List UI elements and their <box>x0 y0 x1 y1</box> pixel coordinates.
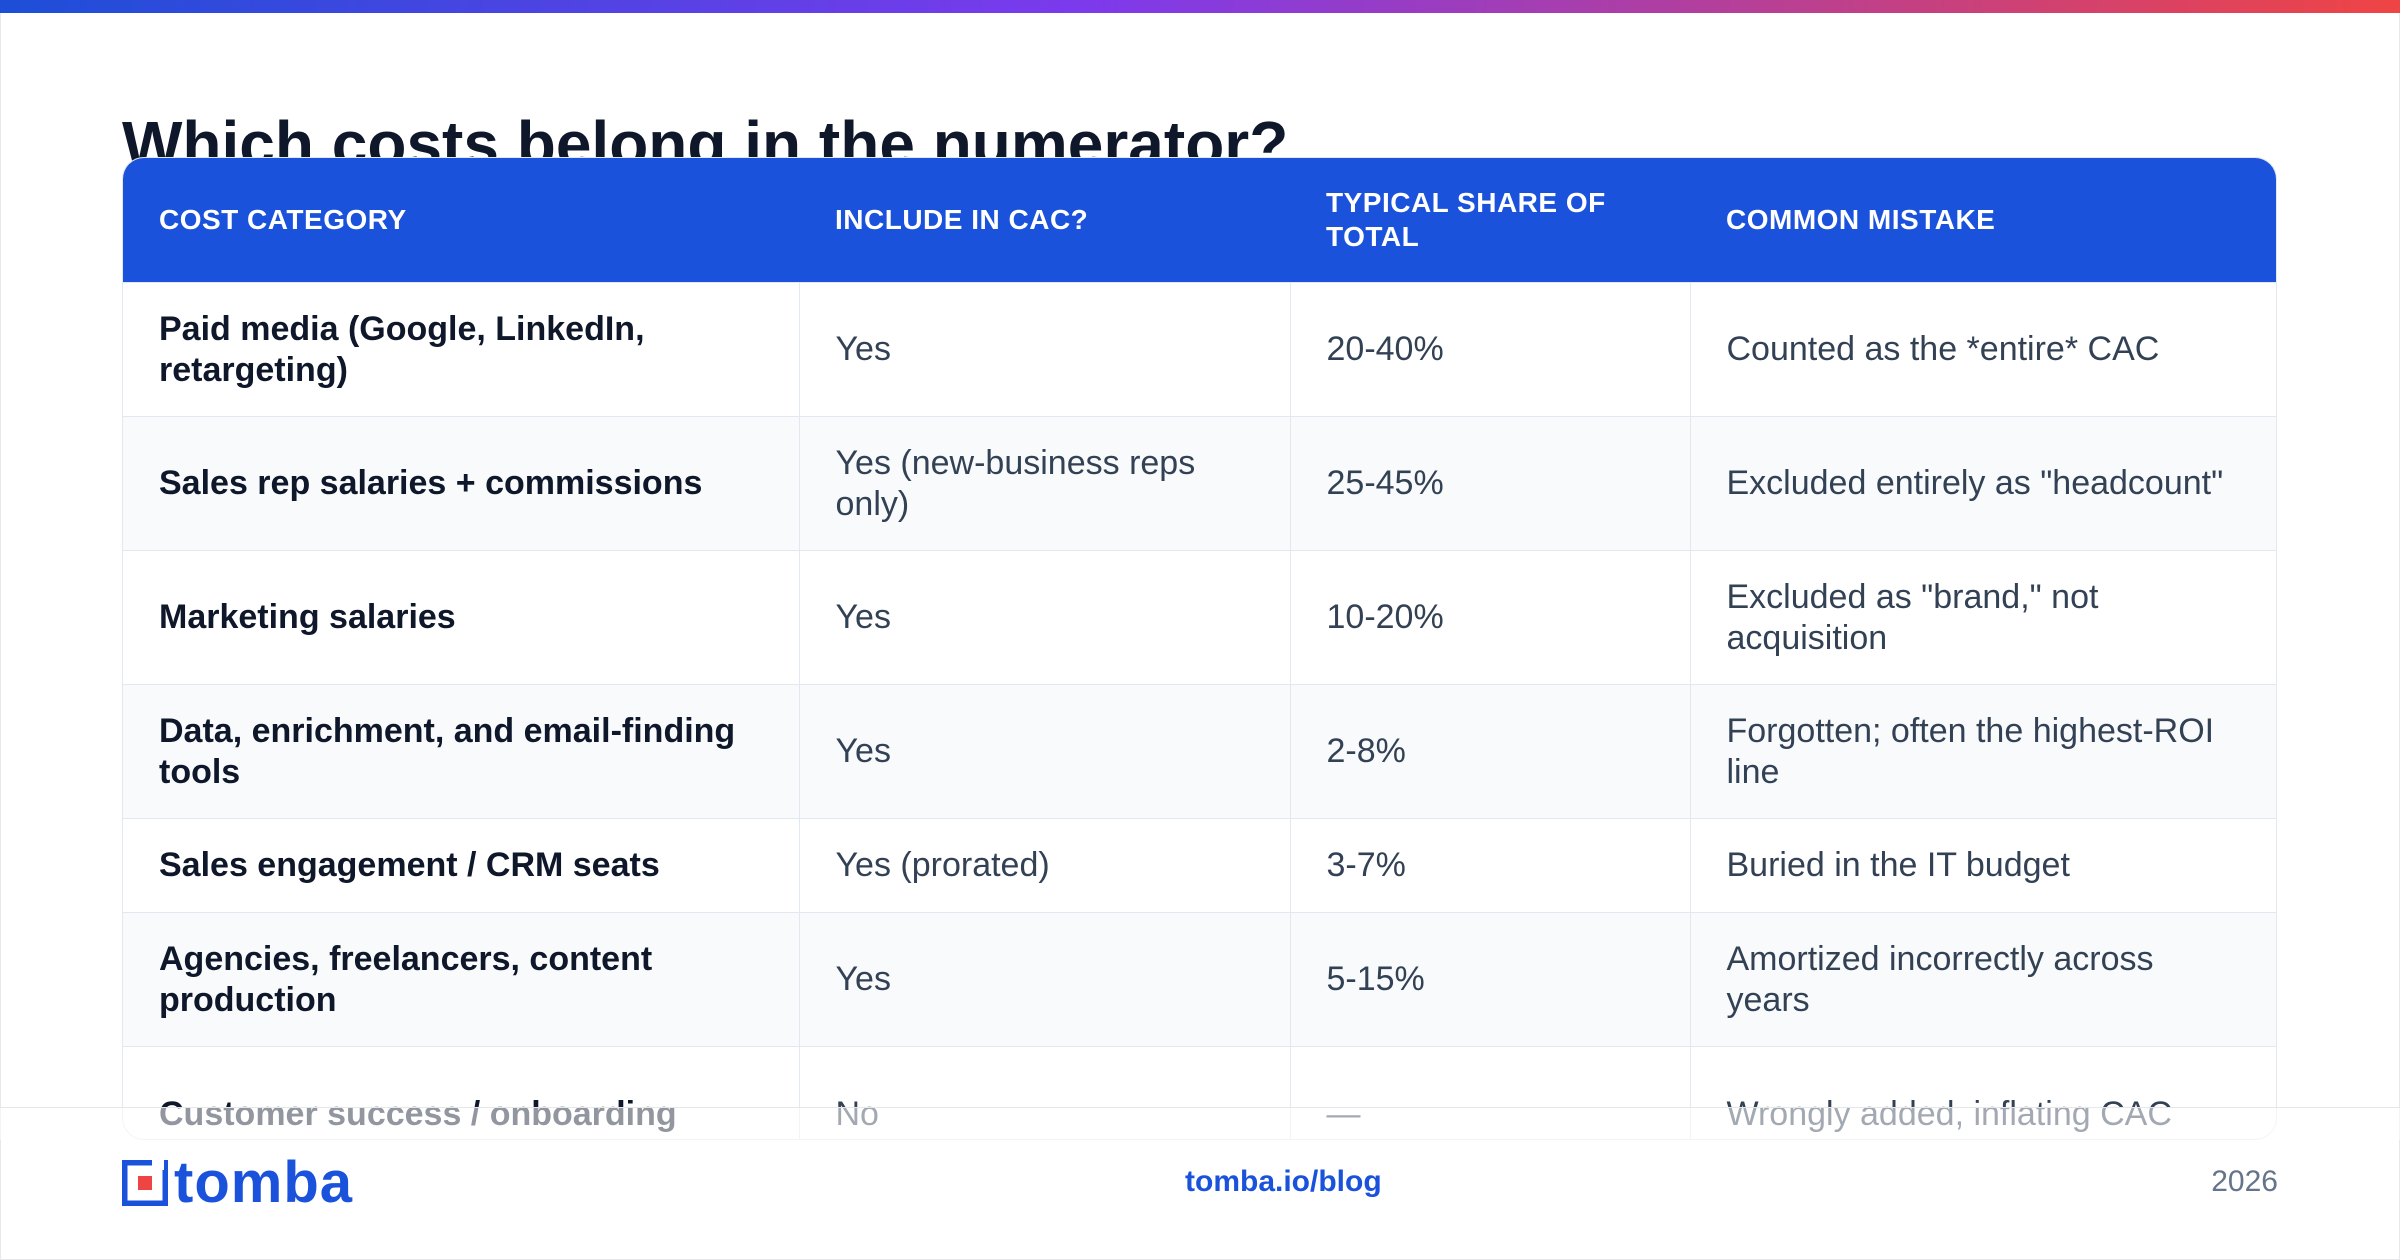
column-header-typical-share: TYPICAL SHARE OF TOTAL <box>1290 158 1690 283</box>
share-cell: 20-40% <box>1289 282 1690 417</box>
table-row: Marketing salaries Yes 10-20% Excluded a… <box>123 550 2276 685</box>
include-cell: Yes <box>798 282 1290 417</box>
cost-category-cell: Sales rep salaries + commissions <box>123 416 799 551</box>
table-row: Data, enrichment, and email-finding tool… <box>123 684 2276 819</box>
tomba-logo[interactable]: tomba <box>122 1150 353 1215</box>
cost-category-cell: Marketing salaries <box>123 550 799 685</box>
footer-year: 2026 <box>2211 1165 2278 1198</box>
mistake-cell: Amortized incorrectly across years <box>1689 912 2276 1047</box>
mistake-cell: Excluded as "brand," not acquisition <box>1689 550 2276 685</box>
mistake-cell: Buried in the IT budget <box>1689 818 2276 913</box>
table-row: Paid media (Google, LinkedIn, retargetin… <box>123 282 2276 417</box>
logo-wordmark: tomba <box>174 1150 353 1215</box>
table: COST CATEGORY INCLUDE IN CAC? TYPICAL SH… <box>123 158 2276 1139</box>
include-cell: Yes <box>798 912 1290 1047</box>
footer-divider <box>0 1107 2400 1108</box>
column-header-cost-category: COST CATEGORY <box>123 158 799 283</box>
accent-bar <box>0 0 2400 13</box>
mistake-cell: Excluded entirely as "headcount" <box>1689 416 2276 551</box>
cost-category-cell: Agencies, freelancers, content productio… <box>123 912 799 1047</box>
share-cell: 5-15% <box>1289 912 1690 1047</box>
column-header-common-mistake: COMMON MISTAKE <box>1690 158 2276 283</box>
share-cell: 2-8% <box>1289 684 1690 819</box>
include-cell: Yes (new-business reps only) <box>798 416 1290 551</box>
mistake-cell: Counted as the *entire* CAC <box>1689 282 2276 417</box>
share-cell: 25-45% <box>1289 416 1690 551</box>
cost-category-cell: Data, enrichment, and email-finding tool… <box>123 684 799 819</box>
table-row: Sales engagement / CRM seats Yes (prorat… <box>123 818 2276 913</box>
include-cell: Yes (prorated) <box>798 818 1290 913</box>
mistake-cell: Forgotten; often the highest-ROI line <box>1689 684 2276 819</box>
table-row: Sales rep salaries + commissions Yes (ne… <box>123 416 2276 551</box>
table-header-row: COST CATEGORY INCLUDE IN CAC? TYPICAL SH… <box>123 158 2276 283</box>
share-cell: 10-20% <box>1289 550 1690 685</box>
tomba-logo-icon <box>122 1160 168 1206</box>
share-cell: 3-7% <box>1289 818 1690 913</box>
include-cell: Yes <box>798 550 1290 685</box>
blog-link[interactable]: tomba.io/blog <box>1185 1165 1382 1198</box>
cac-cost-table: COST CATEGORY INCLUDE IN CAC? TYPICAL SH… <box>122 157 2277 1140</box>
column-header-include-in-cac: INCLUDE IN CAC? <box>799 158 1290 283</box>
include-cell: Yes <box>798 684 1290 819</box>
cost-category-cell: Sales engagement / CRM seats <box>123 818 799 913</box>
cost-category-cell: Paid media (Google, LinkedIn, retargetin… <box>123 282 799 417</box>
footer-fade <box>0 1108 2400 1140</box>
table-row: Agencies, freelancers, content productio… <box>123 912 2276 1047</box>
